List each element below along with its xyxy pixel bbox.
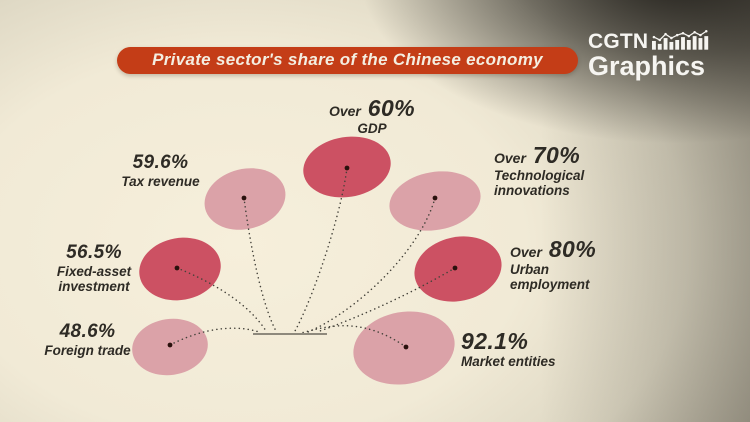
value-number: 59.6% (132, 152, 189, 173)
label-urban-employment: Over 80% Urban employment (510, 237, 660, 293)
value-number: 48.6% (59, 321, 116, 342)
value-number: 70% (532, 142, 581, 168)
value-qualifier: Over (328, 103, 365, 119)
string-tech (307, 197, 436, 333)
string-market (300, 325, 407, 348)
bubble-anchor-dot (452, 265, 458, 271)
label-foreign-trade: 48.6% Foreign trade (20, 321, 155, 358)
category-label: Fixed-asset (56, 263, 132, 279)
value-qualifier: Over (510, 244, 546, 260)
cgtn-graphics-logo: CGTN (588, 28, 728, 80)
string-tax (243, 197, 277, 332)
label-fixed-asset-investment: 56.5% Fixed-asset investment (38, 242, 150, 295)
bubble-anchor-dot (167, 342, 173, 348)
string-foreign (169, 327, 260, 346)
bar-line-chart-icon (652, 30, 709, 50)
bubble-anchor-dot (241, 195, 247, 201)
category-label: Market entities (461, 353, 556, 369)
string-gdp (294, 167, 348, 332)
string-fixed (176, 267, 267, 332)
logo-graphics-text: Graphics (588, 51, 706, 81)
value-number: 60% (367, 95, 416, 121)
bubble-anchor-dot (174, 265, 180, 271)
bubble-anchor-dot (403, 344, 409, 350)
category-label: innovations (494, 183, 570, 199)
bubble-anchor-dot (344, 165, 350, 171)
string-urban (316, 267, 456, 333)
category-label: investment (58, 279, 130, 295)
category-label: GDP (357, 120, 387, 136)
label-gdp: Over 60% GDP (302, 96, 442, 136)
logo-top-row: CGTN (588, 28, 728, 52)
label-market-entities: 92.1% Market entities (461, 329, 636, 369)
value-number: 92.1% (461, 328, 529, 354)
category-label: Urban (510, 261, 550, 277)
category-label: Foreign trade (44, 342, 131, 358)
page-title: Private sector's share of the Chinese ec… (152, 49, 543, 69)
category-label: employment (510, 277, 590, 293)
bubble-anchor-dot (432, 195, 438, 201)
logo-cgtn-text: CGTN (588, 30, 649, 53)
label-technological-innovations: Over 70% Technological innovations (494, 143, 654, 199)
label-tax-revenue: 59.6% Tax revenue (103, 152, 218, 189)
title-banner: Private sector's share of the Chinese ec… (117, 47, 578, 74)
value-number: 80% (548, 236, 597, 262)
value-number: 56.5% (66, 242, 122, 263)
value-qualifier: Over (494, 150, 530, 166)
category-label: Technological (494, 167, 585, 183)
category-label: Tax revenue (121, 173, 200, 189)
